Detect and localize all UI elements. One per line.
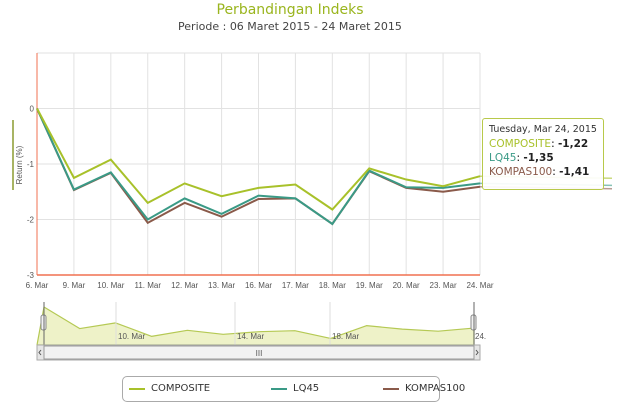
scroll-left-arrow-icon[interactable] xyxy=(38,349,42,356)
tooltip-series-name: KOMPAS100 xyxy=(489,166,553,178)
scroll-right-arrow-icon[interactable] xyxy=(475,349,479,356)
tooltip-date: Tuesday, Mar 24, 2015 xyxy=(489,124,597,135)
legend-label: KOMPAS100 xyxy=(405,383,466,394)
x-tick-label: 19. Mar xyxy=(356,281,383,290)
y-tick-label: -2 xyxy=(27,216,35,225)
navigator-label: 14. Mar xyxy=(237,332,264,341)
tooltip-value: -1,22 xyxy=(557,138,589,150)
legend-swatch xyxy=(129,387,145,390)
legend: COMPOSITE LQ45 KOMPAS100 xyxy=(122,376,465,402)
legend-label: LQ45 xyxy=(293,383,320,394)
y-tick-label: 0 xyxy=(30,105,35,114)
legend-swatch xyxy=(383,387,399,390)
legend-item-lq45[interactable]: LQ45 xyxy=(271,383,319,394)
tooltip-value: -1,41 xyxy=(559,166,590,178)
tooltip-item: KOMPAS100: -1,41 xyxy=(489,166,590,178)
tooltip-value: -1,35 xyxy=(523,152,554,164)
x-tick-label: 17. Mar xyxy=(282,281,309,290)
legend-item-kompas100[interactable]: KOMPAS100 xyxy=(383,383,465,394)
navigator-label: 18. Mar xyxy=(332,332,359,341)
y-axis-title: Return (%) xyxy=(15,145,24,184)
series-line-composite xyxy=(36,108,481,211)
tooltip: Tuesday, Mar 24, 2015 COMPOSITE: -1,22 L… xyxy=(482,118,604,190)
tooltip-item: COMPOSITE: -1,22 xyxy=(489,138,589,150)
navigator-label: 24. xyxy=(475,332,486,341)
x-tick-label: 13. Mar xyxy=(208,281,235,290)
legend-swatch xyxy=(271,387,287,390)
y-tick-label: -3 xyxy=(27,271,35,280)
x-tick-label: 11. Mar xyxy=(134,281,161,290)
x-tick-label: 10. Mar xyxy=(97,281,124,290)
series-line-lq45 xyxy=(36,108,481,226)
legend-label: COMPOSITE xyxy=(151,383,211,394)
x-tick-label: 16. Mar xyxy=(245,281,272,290)
y-tick-label: -1 xyxy=(27,160,35,169)
tooltip-series-name: COMPOSITE xyxy=(489,138,552,150)
scrollbar-grip: III xyxy=(256,349,263,358)
navigator-area xyxy=(36,306,475,346)
x-tick-label: 12. Mar xyxy=(171,281,198,290)
x-tick-label: 20. Mar xyxy=(393,281,420,290)
legend-item-composite[interactable]: COMPOSITE xyxy=(129,383,210,394)
chart-title: Perbandingan Indeks xyxy=(216,2,364,18)
navigator-label: 10. Mar xyxy=(118,332,145,341)
x-tick-label: 6. Mar xyxy=(26,281,49,290)
x-tick-label: 18. Mar xyxy=(319,281,346,290)
x-tick-label: 9. Mar xyxy=(63,281,86,290)
x-tick-label: 23. Mar xyxy=(430,281,457,290)
x-tick-label: 24. Mar xyxy=(466,281,493,290)
chart-subtitle: Periode : 06 Maret 2015 - 24 Maret 2015 xyxy=(178,20,402,33)
tooltip-series-name: LQ45 xyxy=(489,152,517,164)
tooltip-item: LQ45: -1,35 xyxy=(489,152,554,164)
scrollbar-thumb[interactable] xyxy=(43,345,475,360)
